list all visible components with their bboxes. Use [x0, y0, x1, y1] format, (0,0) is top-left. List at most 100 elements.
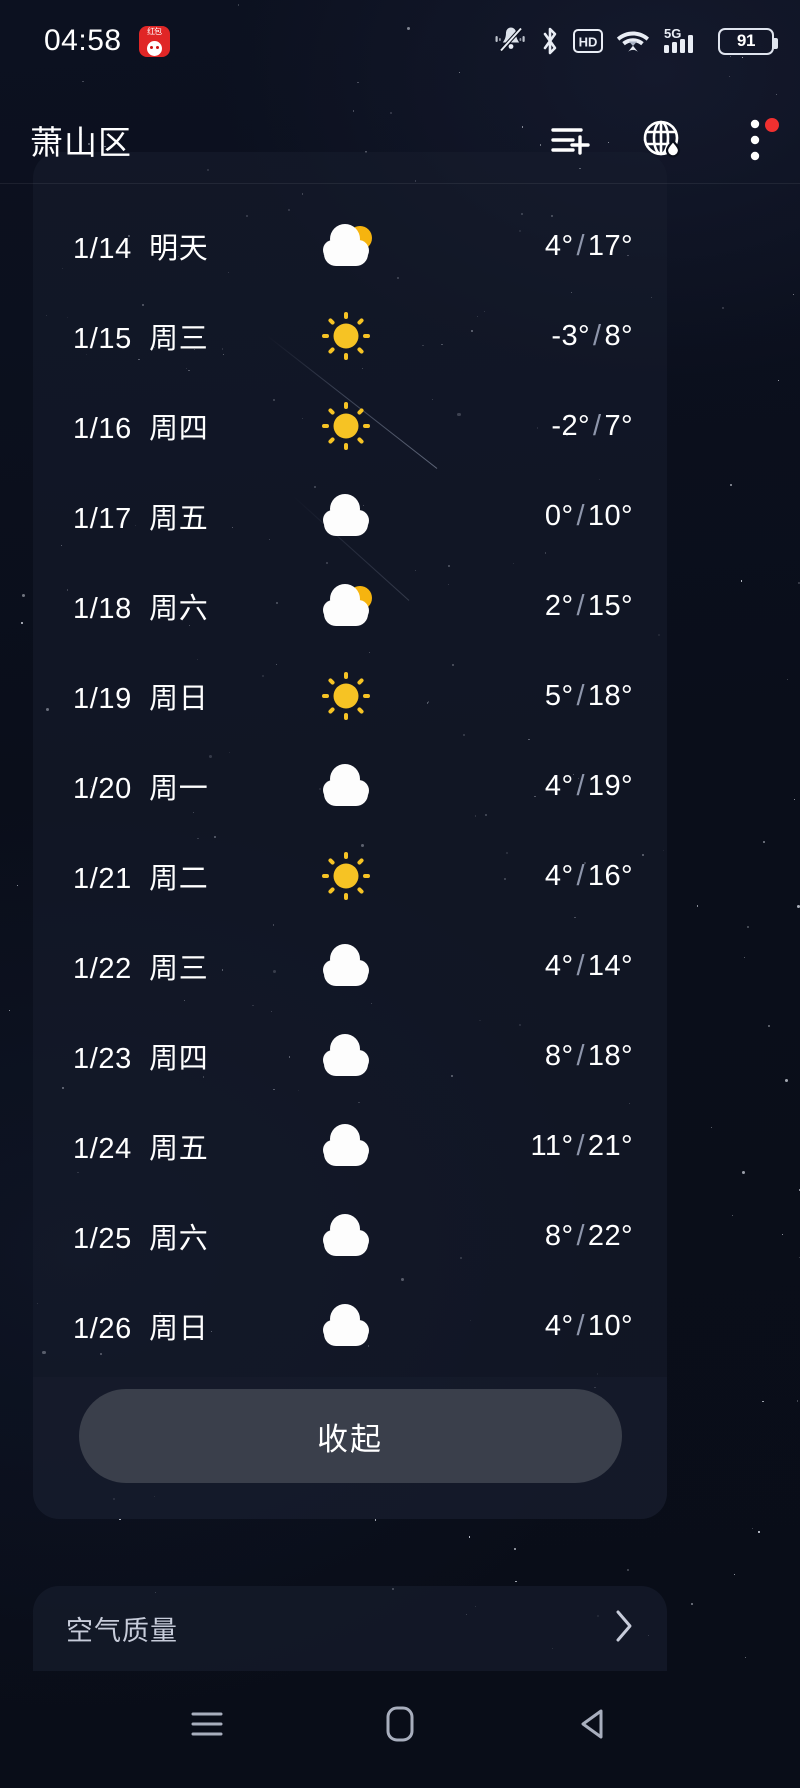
forecast-row[interactable]: 1/23 周四 8°/18° [33, 1011, 667, 1101]
cloud-puff [347, 1320, 369, 1341]
forecast-temp-low: 8° [544, 1219, 574, 1252]
forecast-day-label: 周五 [131, 1133, 209, 1165]
sun-icon [320, 670, 372, 722]
forecast-row[interactable]: 1/16 周四 -2°/7° [33, 381, 667, 471]
cloud-icon [318, 764, 374, 806]
forecast-weather-icon [316, 576, 376, 636]
forecast-day-label: 周日 [131, 683, 209, 715]
forecast-row[interactable]: 1/19 周日 5°/18° [33, 651, 667, 741]
forecast-row[interactable]: 1/18 周六 2°/15° [33, 561, 667, 651]
forecast-weather-icon [316, 306, 376, 366]
forecast-list: 1/13 今天5°/15°1/14 明天4°/17°1/15 周三-3°/8°1… [33, 183, 667, 1377]
forecast-weather-icon [316, 756, 376, 816]
forecast-date: 1/22 周三 [73, 945, 208, 987]
forecast-temp-high: 17° [587, 229, 633, 262]
forecast-date-number: 1/22 [73, 953, 132, 985]
forecast-day-label: 周六 [131, 1223, 209, 1255]
forecast-temp-high: 10° [587, 499, 633, 532]
forecast-row[interactable]: 1/24 周五 11°/21° [33, 1101, 667, 1191]
forecast-temp-low: 2° [544, 589, 574, 622]
forecast-row[interactable]: 1/13 今天5°/15° [33, 183, 667, 201]
sun-ray [356, 857, 365, 866]
page-title: 萧山区 [30, 124, 132, 161]
sun-ray [356, 317, 365, 326]
status-bar: 04:58 红包 [0, 0, 800, 82]
forecast-day-label: 周一 [131, 773, 209, 805]
forecast-temperature: 0°/10° [483, 500, 633, 533]
sun-ray [327, 677, 336, 686]
android-nav-bar [0, 1660, 800, 1788]
recents-icon[interactable] [172, 1693, 242, 1755]
cloud-icon [318, 1034, 374, 1076]
chevron-right-icon [613, 1608, 635, 1649]
forecast-temp-low: 8° [544, 1039, 574, 1072]
forecast-day-label: 周四 [131, 413, 209, 445]
globe-droplet-icon[interactable] [640, 117, 686, 163]
add-city-icon[interactable] [548, 117, 594, 163]
forecast-row[interactable]: 1/17 周五 0°/10° [33, 471, 667, 561]
forecast-temp-low: 0° [544, 499, 574, 532]
sun-ray [356, 886, 365, 895]
forecast-temperature: -3°/8° [483, 320, 633, 353]
forecast-weather-icon [316, 486, 376, 546]
forecast-row[interactable]: 1/25 周六 8°/22° [33, 1191, 667, 1281]
status-icons: HD 5G 91 [493, 26, 778, 56]
home-icon[interactable] [365, 1693, 435, 1755]
temp-separator: / [576, 859, 585, 892]
sun-ray [362, 694, 370, 698]
forecast-date-number: 1/18 [73, 593, 132, 625]
forecast-row[interactable]: 1/22 周三 4°/14° [33, 921, 667, 1011]
forecast-temperature: 8°/18° [483, 1040, 633, 1073]
forecast-rows: 1/13 今天5°/15°1/14 明天4°/17°1/15 周三-3°/8°1… [33, 183, 667, 1371]
forecast-day-label: 周三 [131, 323, 209, 355]
bluetooth-icon [540, 26, 560, 56]
forecast-date: 1/25 周六 [73, 1215, 208, 1257]
notification-app-icon[interactable]: 红包 [138, 25, 170, 57]
forecast-row[interactable]: 1/15 周三 -3°/8° [33, 291, 667, 381]
forecast-row[interactable]: 1/21 周二 4°/16° [33, 831, 667, 921]
more-vertical-icon[interactable] [732, 117, 779, 163]
cloud-icon [318, 1214, 374, 1256]
status-clock: 04:58 [44, 24, 122, 57]
wifi-icon [616, 28, 650, 55]
sun-ray [356, 407, 365, 416]
forecast-temp-high: 14° [587, 949, 633, 982]
cloud-puff [322, 510, 343, 530]
forecast-weather-icon [316, 1206, 376, 1266]
forecast-date: 1/26 周日 [73, 1305, 208, 1347]
sun-ray [356, 706, 365, 715]
forecast-temp-high: 8° [604, 319, 633, 352]
sun-core [333, 323, 359, 349]
sun-ray [343, 852, 348, 859]
cloud-puff [347, 240, 369, 261]
forecast-date: 1/19 周日 [73, 675, 208, 717]
forecast-row[interactable]: 1/26 周日 4°/10° [33, 1281, 667, 1371]
cloud-puff [347, 600, 369, 621]
forecast-row[interactable]: 1/20 周一 4°/19° [33, 741, 667, 831]
forecast-row[interactable]: 1/14 明天 4°/17° [33, 201, 667, 291]
sun-ray [321, 424, 329, 428]
cloud-puff [322, 1230, 343, 1250]
collapse-button[interactable]: 收起 [78, 1389, 622, 1483]
app-header: 萧山区 [0, 97, 800, 183]
forecast-date: 1/24 周五 [73, 1125, 208, 1167]
forecast-temp-high: 15° [587, 589, 633, 622]
forecast-date: 1/17 周五 [73, 495, 208, 537]
forecast-temperature: 4°/10° [483, 1310, 633, 1343]
air-quality-row[interactable]: 空气质量 [33, 1586, 667, 1671]
cloud-puff [322, 960, 343, 980]
back-icon[interactable] [558, 1693, 628, 1755]
forecast-day-label: 周二 [131, 863, 209, 895]
svg-text:HD: HD [579, 35, 598, 50]
sun-ray [343, 312, 348, 319]
sun-core [333, 863, 359, 889]
temp-separator: / [576, 1219, 585, 1252]
forecast-temperature: 2°/15° [483, 590, 633, 623]
sun-core [333, 683, 359, 709]
forecast-date-number: 1/17 [73, 503, 132, 535]
temp-separator: / [576, 679, 585, 712]
forecast-weather-icon [316, 666, 376, 726]
forecast-date: 1/14 明天 [73, 225, 208, 267]
forecast-temp-high: 18° [587, 679, 633, 712]
collapse-label: 收起 [317, 1421, 383, 1457]
